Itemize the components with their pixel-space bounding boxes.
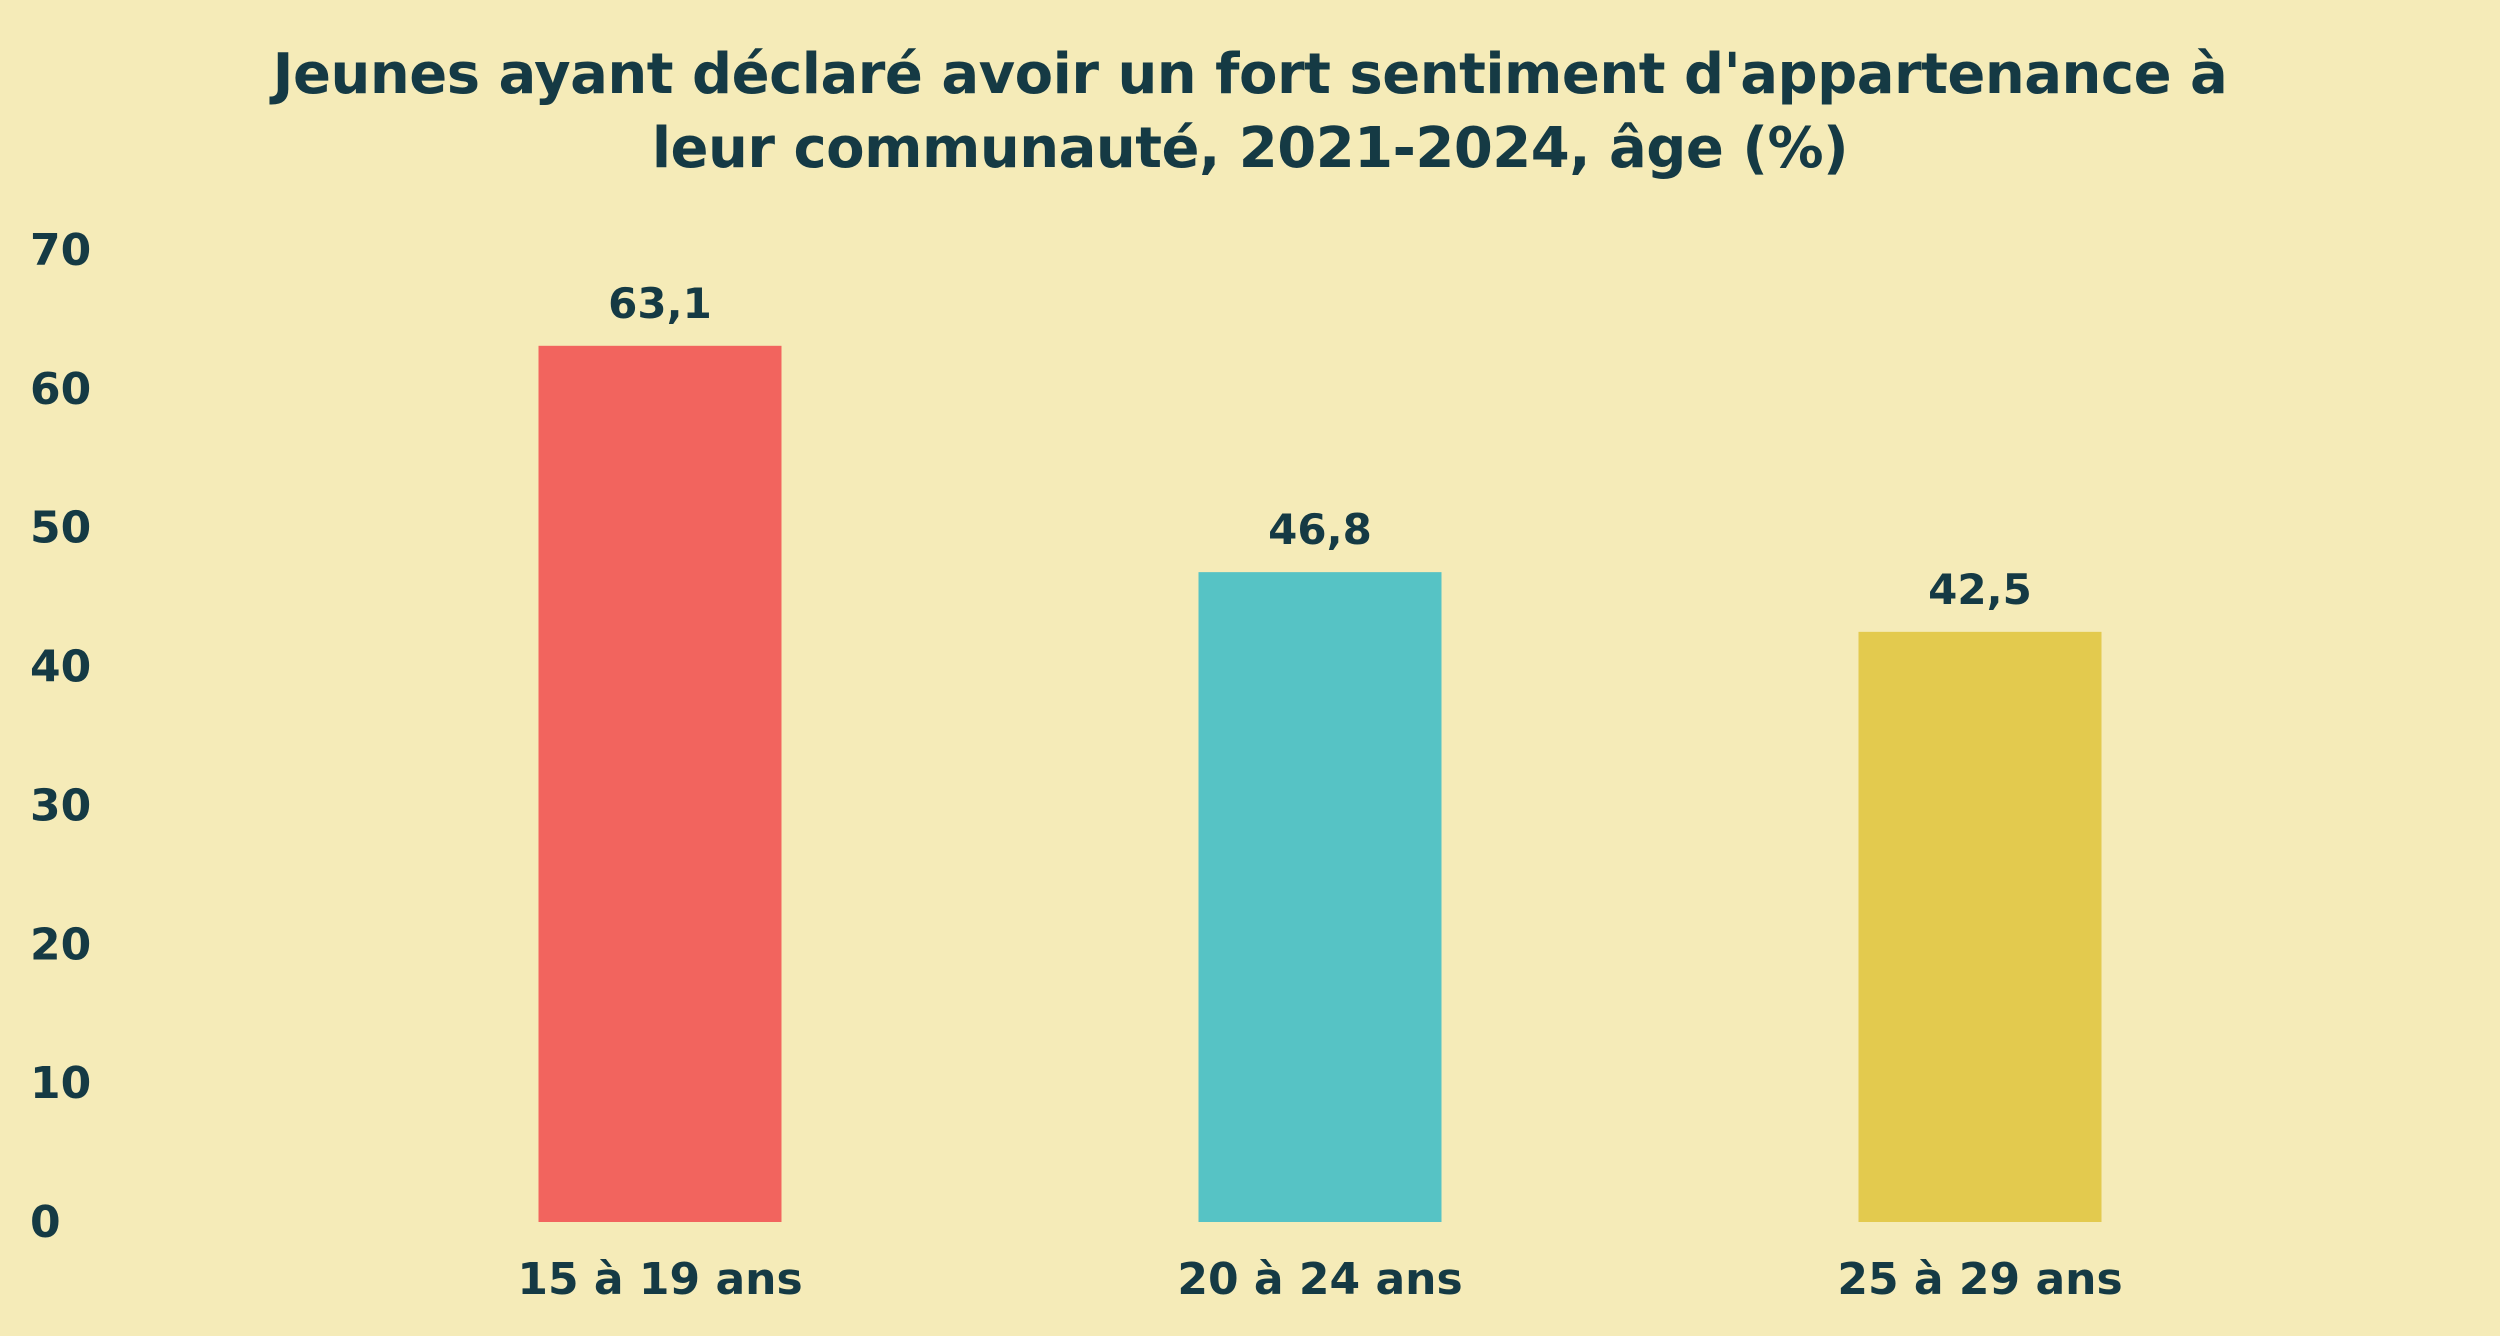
y-tick-label: 50 <box>30 503 91 554</box>
bars <box>538 345 2102 1223</box>
x-tick-label: 20 à 24 ans <box>1177 1254 1462 1305</box>
bar <box>538 345 782 1223</box>
y-tick-label: 30 <box>30 780 91 831</box>
data-label: 46,8 <box>1268 505 1372 554</box>
y-tick-label: 40 <box>30 642 91 693</box>
y-tick-label: 10 <box>30 1058 91 1109</box>
chart-title: Jeunes ayant déclaré avoir un fort senti… <box>250 38 2250 186</box>
x-tick-label: 25 à 29 ans <box>1837 1254 2122 1305</box>
y-tick-label: 70 <box>30 225 91 276</box>
x-axis: 15 à 19 ans 20 à 24 ans 25 à 29 ans <box>517 1254 2122 1305</box>
bar <box>1858 631 2102 1222</box>
y-tick-label: 0 <box>30 1197 61 1248</box>
x-tick-label: 15 à 19 ans <box>517 1254 802 1305</box>
y-tick-label: 20 <box>30 919 91 970</box>
y-tick-label: 60 <box>30 364 91 415</box>
y-axis: 0 10 20 30 40 50 60 70 <box>30 225 91 1248</box>
bar <box>1198 572 1442 1222</box>
chart-title-line-2: leur communauté, 2021-2024, âge (%) <box>651 116 1849 181</box>
chart-title-line-1: Jeunes ayant déclaré avoir un fort senti… <box>272 42 2228 107</box>
data-label: 42,5 <box>1928 565 2032 614</box>
data-label: 63,1 <box>608 279 712 328</box>
data-labels: 63,1 46,8 42,5 <box>608 279 2032 614</box>
